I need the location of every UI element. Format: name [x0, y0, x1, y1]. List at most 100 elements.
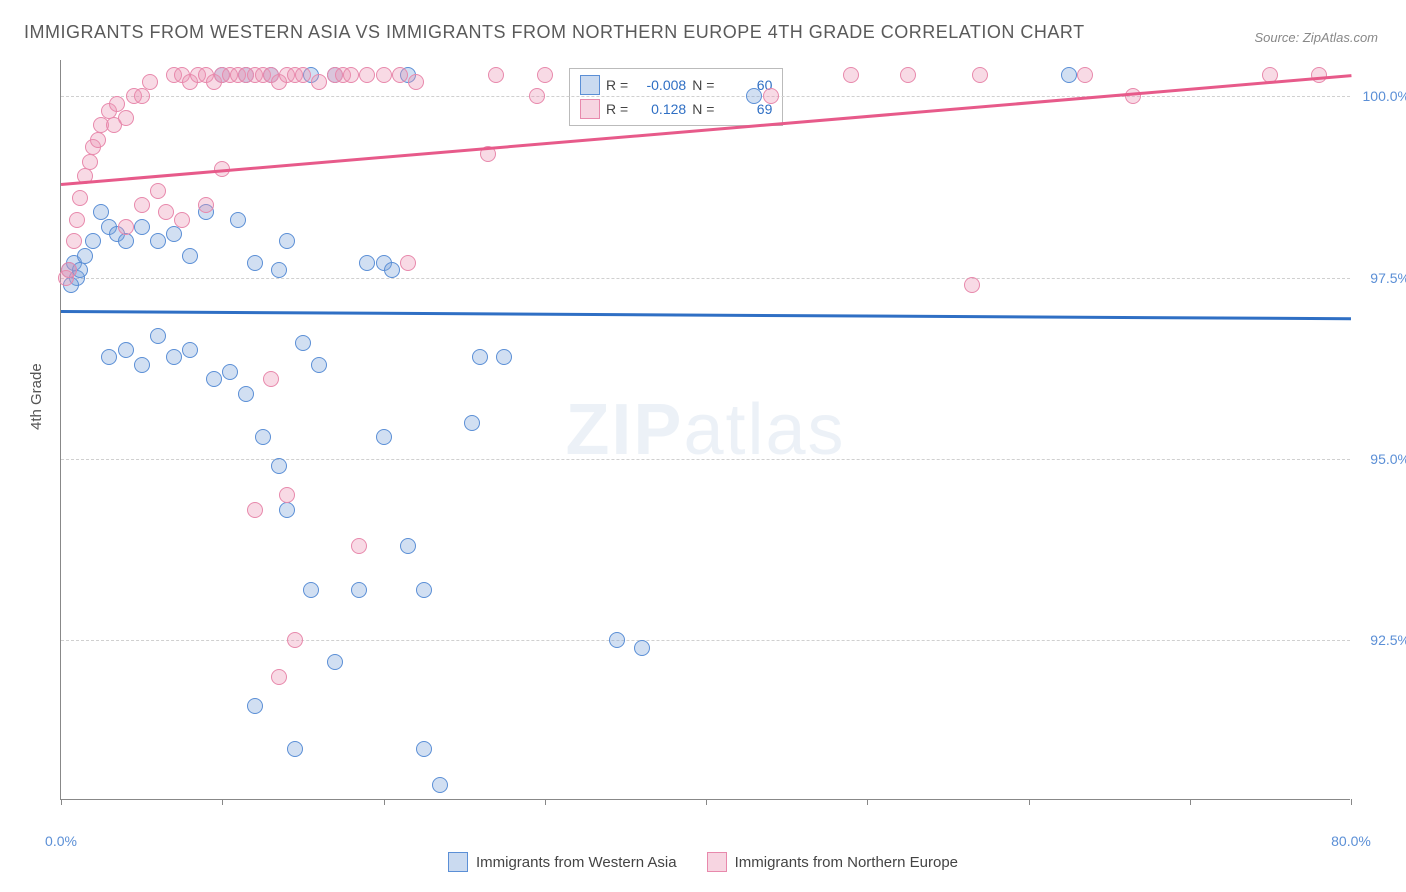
legend-label: Immigrants from Northern Europe: [735, 854, 958, 871]
data-point: [77, 248, 93, 264]
xtick: [61, 799, 62, 805]
data-point: [255, 429, 271, 445]
data-point: [400, 538, 416, 554]
data-point: [351, 538, 367, 554]
source-attribution: Source: ZipAtlas.com: [1254, 30, 1378, 45]
data-point: [1311, 67, 1327, 83]
data-point: [1061, 67, 1077, 83]
data-point: [488, 67, 504, 83]
data-point: [271, 669, 287, 685]
data-point: [416, 582, 432, 598]
data-point: [279, 233, 295, 249]
trendline: [61, 310, 1351, 320]
xtick: [545, 799, 546, 805]
data-point: [230, 212, 246, 228]
data-point: [134, 219, 150, 235]
data-point: [843, 67, 859, 83]
data-point: [61, 262, 77, 278]
data-point: [134, 197, 150, 213]
ytick-label: 100.0%: [1363, 88, 1406, 104]
data-point: [746, 88, 762, 104]
data-point: [90, 132, 106, 148]
data-point: [609, 632, 625, 648]
xtick: [222, 799, 223, 805]
data-point: [134, 357, 150, 373]
data-point: [279, 502, 295, 518]
data-point: [247, 255, 263, 271]
data-point: [311, 74, 327, 90]
ytick-label: 95.0%: [1370, 451, 1406, 467]
data-point: [295, 67, 311, 83]
xtick: [1190, 799, 1191, 805]
data-point: [964, 277, 980, 293]
gridline: [61, 459, 1350, 460]
xtick-label: 80.0%: [1331, 833, 1371, 849]
data-point: [279, 487, 295, 503]
data-point: [408, 74, 424, 90]
ytick-label: 92.5%: [1370, 632, 1406, 648]
data-point: [351, 582, 367, 598]
data-point: [134, 88, 150, 104]
data-point: [150, 233, 166, 249]
data-point: [101, 349, 117, 365]
legend-item-pink: Immigrants from Northern Europe: [707, 852, 958, 872]
data-point: [150, 183, 166, 199]
data-point: [85, 233, 101, 249]
data-point: [182, 342, 198, 358]
data-point: [416, 741, 432, 757]
data-point: [287, 741, 303, 757]
legend: Immigrants from Western Asia Immigrants …: [0, 852, 1406, 872]
legend-item-blue: Immigrants from Western Asia: [448, 852, 677, 872]
data-point: [972, 67, 988, 83]
data-point: [343, 67, 359, 83]
data-point: [529, 88, 545, 104]
data-point: [271, 262, 287, 278]
gridline: [61, 96, 1350, 97]
data-point: [537, 67, 553, 83]
data-point: [496, 349, 512, 365]
data-point: [271, 458, 287, 474]
data-point: [118, 233, 134, 249]
data-point: [66, 233, 82, 249]
xtick-label: 0.0%: [45, 833, 77, 849]
data-point: [376, 67, 392, 83]
xtick: [867, 799, 868, 805]
data-point: [72, 190, 88, 206]
data-point: [222, 364, 238, 380]
data-point: [900, 67, 916, 83]
data-point: [182, 248, 198, 264]
data-point: [82, 154, 98, 170]
legend-label: Immigrants from Western Asia: [476, 854, 677, 871]
data-point: [198, 197, 214, 213]
y-axis-label: 4th Grade: [28, 363, 45, 430]
data-point: [400, 255, 416, 271]
data-point: [93, 204, 109, 220]
legend-swatch-pink-icon: [707, 852, 727, 872]
stats-row-blue: R = -0.008 N = 60: [580, 73, 772, 97]
data-point: [247, 698, 263, 714]
data-point: [634, 640, 650, 656]
data-point: [359, 255, 375, 271]
data-point: [142, 74, 158, 90]
data-point: [303, 582, 319, 598]
data-point: [327, 654, 343, 670]
legend-swatch-blue-icon: [448, 852, 468, 872]
ytick-label: 97.5%: [1370, 270, 1406, 286]
xtick: [1351, 799, 1352, 805]
data-point: [295, 335, 311, 351]
gridline: [61, 278, 1350, 279]
data-point: [763, 88, 779, 104]
data-point: [118, 219, 134, 235]
data-point: [1077, 67, 1093, 83]
chart-title: IMMIGRANTS FROM WESTERN ASIA VS IMMIGRAN…: [24, 22, 1085, 43]
data-point: [432, 777, 448, 793]
xtick: [1029, 799, 1030, 805]
data-point: [150, 328, 166, 344]
data-point: [311, 357, 327, 373]
xtick: [706, 799, 707, 805]
data-point: [287, 632, 303, 648]
data-point: [166, 349, 182, 365]
data-point: [263, 371, 279, 387]
data-point: [384, 262, 400, 278]
plot-area: ZIPatlas R = -0.008 N = 60 R = 0.128 N =…: [60, 60, 1350, 800]
